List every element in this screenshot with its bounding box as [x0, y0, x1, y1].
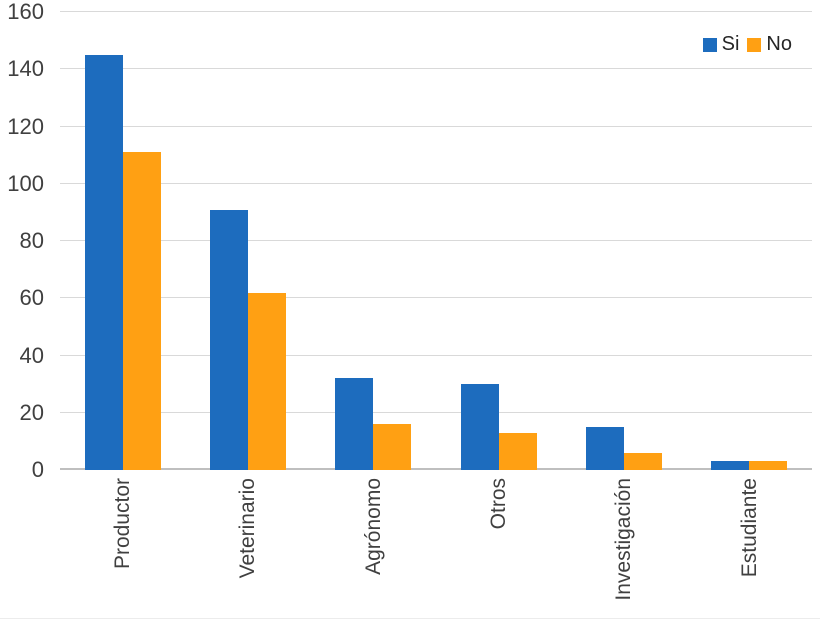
x-label-cell-5: Estudiante: [687, 478, 812, 618]
gridline-80: [60, 240, 812, 241]
gridline-160: [60, 11, 812, 12]
bar-group-5: [687, 12, 812, 470]
bar-si-4: [585, 427, 624, 470]
x-label-4: Investigación: [612, 478, 636, 601]
bar-si-5: [711, 461, 750, 470]
bar-group-2: [311, 12, 436, 470]
x-label-cell-3: Otros: [436, 478, 561, 618]
x-label-0: Productor: [111, 478, 135, 570]
legend-label-si: Si: [721, 33, 740, 55]
bar-si-3: [460, 384, 499, 470]
legend-label-no: No: [766, 33, 792, 55]
x-label-cell-1: Veterinario: [185, 478, 310, 618]
gridline-140: [60, 68, 812, 70]
bar-no-5: [749, 461, 788, 470]
gridline-40: [60, 354, 812, 356]
bar-no-2: [373, 424, 412, 470]
x-label-cell-4: Investigación: [561, 478, 686, 618]
y-tick-label-60: 60: [19, 285, 44, 311]
legend-item-no: No: [747, 33, 792, 56]
gridline-60: [60, 297, 812, 299]
legend-swatch-si: [702, 37, 717, 52]
bar-no-4: [623, 452, 662, 470]
y-tick-label-80: 80: [19, 228, 44, 253]
gridline-100: [60, 182, 812, 184]
gridline-0: [60, 468, 812, 470]
bottom-divider: [0, 618, 820, 619]
x-label-5: Estudiante: [737, 478, 761, 578]
gridline-20: [60, 411, 812, 413]
y-tick-label-100: 100: [7, 170, 44, 196]
gridline-120: [60, 125, 812, 127]
bar-no-3: [498, 432, 537, 470]
y-tick-label-40: 40: [19, 342, 44, 368]
x-axis-category-labels: Productor Veterinario Agrónomo Otros Investi…: [60, 478, 812, 618]
y-tick-label-120: 120: [7, 113, 44, 139]
bar-group-1: [185, 12, 310, 470]
y-tick-label-0: 0: [31, 457, 44, 482]
x-label-cell-0: Productor: [60, 478, 185, 618]
bar-si-1: [209, 209, 248, 470]
x-label-3: Otros: [487, 478, 511, 530]
x-label-2: Agrónomo: [361, 478, 385, 575]
bar-groups: [60, 12, 812, 470]
bar-no-0: [122, 152, 161, 470]
bar-si-2: [335, 378, 374, 470]
legend-item-si: Si: [702, 33, 740, 56]
plot-area: [60, 11, 812, 470]
bar-si-0: [84, 54, 123, 470]
x-label-cell-2: Agrónomo: [311, 478, 436, 618]
legend-swatch-no: [747, 37, 762, 52]
bar-group-4: [561, 12, 686, 470]
x-label-1: Veterinario: [236, 478, 260, 579]
legend: Si No: [702, 33, 792, 56]
y-axis-tick-labels: 160 140 120 100 80 60 40 20 0: [0, 1, 48, 481]
bar-group-0: [60, 12, 185, 470]
y-tick-label-160: 160: [7, 0, 44, 24]
y-tick-label-20: 20: [19, 399, 44, 425]
bar-no-1: [247, 292, 286, 470]
bar-group-3: [436, 12, 561, 470]
y-tick-label-140: 140: [7, 56, 44, 82]
